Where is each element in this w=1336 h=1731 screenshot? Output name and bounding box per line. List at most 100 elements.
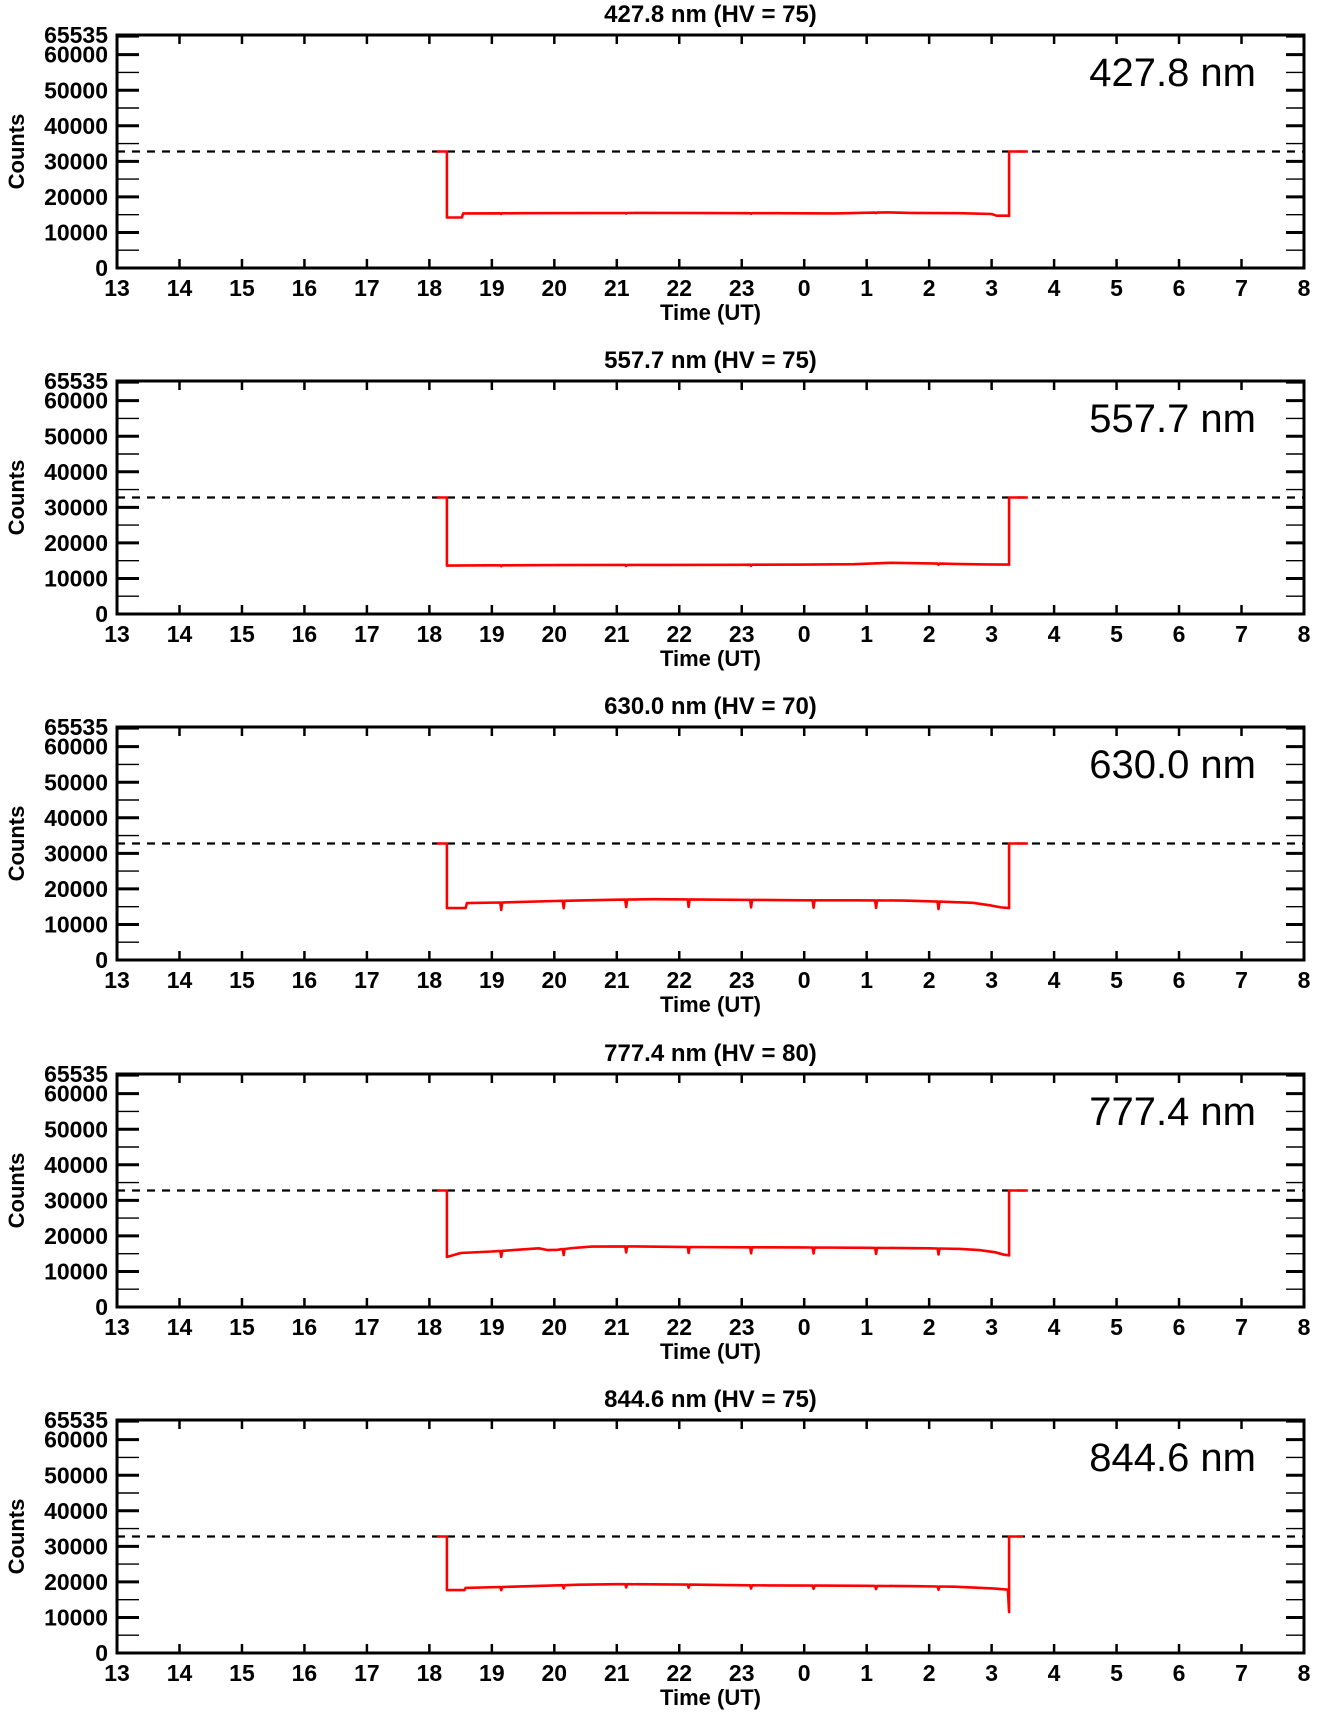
x-tick-label: 4	[1048, 275, 1061, 301]
chart-panel-3-svg: 630.0 nm (HV = 70) 0 10000 20000 30000 40000 5…	[4, 693, 1311, 1017]
x-tick-label: 4	[1048, 621, 1061, 647]
y-tick-label: 30000	[44, 495, 108, 521]
x-tick-label: 15	[229, 1314, 255, 1340]
x-tick-label: 18	[417, 1314, 443, 1340]
x-axis-title: Time (UT)	[660, 1339, 761, 1364]
x-tick-label: 19	[479, 275, 505, 301]
y-tick-label: 10000	[44, 912, 108, 938]
y-tick-label: 65535	[44, 1061, 108, 1087]
x-tick-label: 16	[292, 621, 318, 647]
x-tick-label: 16	[292, 967, 318, 993]
x-tick-label: 18	[417, 967, 443, 993]
x-tick-label: 19	[479, 621, 505, 647]
panel-title: 427.8 nm (HV = 75)	[604, 1, 817, 28]
x-tick-label: 20	[542, 1660, 568, 1686]
x-tick-label: 22	[666, 1314, 692, 1340]
y-tick-label: 20000	[44, 876, 108, 902]
y-tick-label: 60000	[44, 734, 108, 760]
x-tick-label: 21	[604, 621, 630, 647]
x-tick-label: 3	[985, 1314, 998, 1340]
y-tick-label: 10000	[44, 219, 108, 245]
x-tick-label: 13	[104, 1314, 130, 1340]
x-tick-label: 17	[354, 967, 380, 993]
x-tick-label: 1	[860, 967, 873, 993]
x-axis-title: Time (UT)	[660, 1685, 761, 1710]
x-tick-label: 22	[666, 1660, 692, 1686]
chart-panel-1: 427.8 nm (HV = 75) 0 10000 20000 30000 40000 5…	[0, 0, 1336, 346]
counts-trace	[436, 150, 1028, 219]
y-tick-label: 60000	[44, 42, 108, 68]
y-tick-label: 65535	[44, 714, 108, 740]
x-tick-label: 6	[1173, 621, 1186, 647]
panel-title: 630.0 nm (HV = 70)	[604, 693, 817, 720]
x-tick-label: 17	[354, 1660, 380, 1686]
x-tick-label: 7	[1235, 1314, 1248, 1340]
x-tick-label: 17	[354, 275, 380, 301]
x-tick-label: 8	[1298, 275, 1311, 301]
x-tick-label: 7	[1235, 275, 1248, 301]
chart-panel-5-svg: 844.6 nm (HV = 75) 0 10000 20000 30000 40000 5…	[4, 1386, 1311, 1710]
x-tick-label: 20	[542, 1314, 568, 1340]
x-tick-label: 15	[229, 621, 255, 647]
x-tick-label: 16	[292, 1314, 318, 1340]
x-tick-label: 23	[729, 967, 755, 993]
y-axis-title: Counts	[4, 114, 29, 190]
x-tick-label: 3	[985, 1660, 998, 1686]
x-tick-label: 14	[167, 275, 193, 301]
x-tick-label: 5	[1110, 621, 1123, 647]
chart-panel-1-svg: 427.8 nm (HV = 75) 0 10000 20000 30000 40000 5…	[4, 1, 1311, 325]
x-tick-label: 23	[729, 621, 755, 647]
y-axis-title: Counts	[4, 1498, 29, 1574]
x-tick-label: 2	[923, 621, 936, 647]
y-tick-label: 40000	[44, 1498, 108, 1524]
x-tick-label: 2	[923, 275, 936, 301]
y-tick-label: 60000	[44, 388, 108, 414]
y-tick-label: 50000	[44, 770, 108, 796]
y-tick-label: 30000	[44, 1187, 108, 1213]
wavelength-annotation: 777.4 nm	[1089, 1090, 1256, 1134]
x-tick-label: 21	[604, 1660, 630, 1686]
y-tick-label: 0	[95, 601, 108, 627]
chart-panel-2: 557.7 nm (HV = 75) 0 10000 20000 30000 40000 5…	[0, 346, 1336, 692]
wavelength-annotation: 630.0 nm	[1089, 743, 1256, 787]
y-axis-title: Counts	[4, 806, 29, 882]
x-tick-label: 7	[1235, 621, 1248, 647]
counts-trace	[436, 496, 1028, 568]
x-tick-label: 1	[860, 275, 873, 301]
x-tick-label: 15	[229, 967, 255, 993]
y-tick-label: 40000	[44, 805, 108, 831]
x-tick-label: 0	[798, 621, 811, 647]
x-tick-label: 17	[354, 1314, 380, 1340]
x-axis-title: Time (UT)	[660, 300, 761, 325]
x-tick-label: 2	[923, 1314, 936, 1340]
panel-title: 844.6 nm (HV = 75)	[604, 1386, 817, 1413]
y-axis-title: Counts	[4, 1152, 29, 1228]
x-tick-label: 23	[729, 275, 755, 301]
x-tick-label: 20	[542, 275, 568, 301]
y-tick-label: 50000	[44, 1116, 108, 1142]
x-tick-label: 2	[923, 1660, 936, 1686]
x-tick-label: 21	[604, 1314, 630, 1340]
y-tick-label: 10000	[44, 1604, 108, 1630]
x-tick-label: 14	[167, 967, 193, 993]
x-tick-label: 1	[860, 621, 873, 647]
x-tick-label: 23	[729, 1314, 755, 1340]
x-tick-label: 3	[985, 275, 998, 301]
x-tick-label: 8	[1298, 967, 1311, 993]
y-tick-label: 65535	[44, 1407, 108, 1433]
x-tick-label: 19	[479, 1314, 505, 1340]
x-tick-label: 13	[104, 621, 130, 647]
y-tick-label: 60000	[44, 1080, 108, 1106]
x-tick-label: 13	[104, 967, 130, 993]
chart-panel-4: 777.4 nm (HV = 80) 0 10000 20000 30000 40000 5…	[0, 1039, 1336, 1385]
x-tick-label: 1	[860, 1314, 873, 1340]
chart-panel-2-svg: 557.7 nm (HV = 75) 0 10000 20000 30000 40000 5…	[4, 347, 1311, 671]
y-tick-label: 30000	[44, 148, 108, 174]
x-tick-label: 19	[479, 967, 505, 993]
x-tick-label: 5	[1110, 1660, 1123, 1686]
x-tick-label: 7	[1235, 967, 1248, 993]
x-tick-label: 1	[860, 1660, 873, 1686]
x-tick-label: 14	[167, 621, 193, 647]
x-tick-label: 22	[666, 967, 692, 993]
x-tick-label: 20	[542, 967, 568, 993]
